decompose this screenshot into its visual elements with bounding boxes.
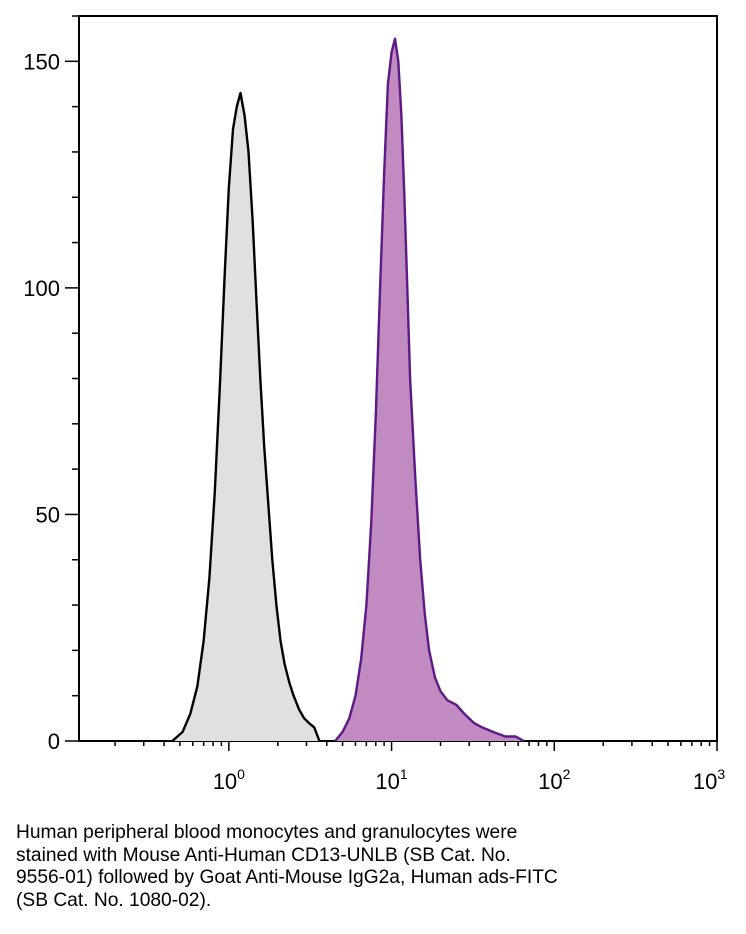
x-tick-label: 101 (375, 766, 407, 794)
caption-line: 9556-01) followed by Goat Anti-Mouse IgG… (16, 867, 558, 888)
histogram-fill-1 (335, 38, 524, 741)
y-tick-label: 100 (23, 276, 60, 301)
x-tick-label: 102 (538, 766, 570, 794)
histogram-line-0 (171, 91, 321, 742)
caption-line: (SB Cat. No. 1080-02). (16, 889, 212, 911)
x-tick-label: 103 (693, 766, 725, 794)
x-tick-label: 100 (213, 766, 245, 794)
y-tick-label: 0 (48, 729, 60, 754)
y-tick-label: 150 (23, 49, 60, 74)
y-tick-label: 50 (36, 502, 60, 527)
caption-line: Human peripheral blood monocytes and gra… (16, 822, 518, 843)
histogram-fill-0 (172, 93, 320, 741)
axis-layer: 100 101 102 103 0 50 100 150 (23, 15, 725, 794)
histogram-chart: 100 101 102 103 0 50 100 150 (23, 15, 725, 794)
figure-caption: Human peripheral blood monocytes and gra… (16, 822, 736, 912)
caption-line: stained with Mouse Anti-Human CD13-UNLB … (16, 844, 511, 866)
histogram-line-1 (334, 37, 525, 743)
series-layer (171, 37, 525, 743)
